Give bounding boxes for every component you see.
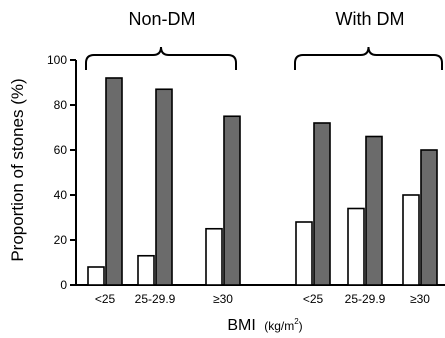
group-brace [85, 46, 237, 70]
x-tick-label: 25-29.9 [135, 292, 176, 306]
y-ticks: 0 20 40 60 80 100 [47, 53, 76, 292]
y-tick-label: 100 [47, 53, 67, 67]
bar-series-2 [420, 149, 438, 286]
y-tick-label: 40 [54, 188, 68, 202]
bar-series-1 [402, 194, 420, 286]
x-tick-labels: <25 25-29.9 ≥30 <25 25-29.9 ≥30 [95, 292, 430, 306]
axes [75, 60, 445, 286]
x-tick-label: <25 [95, 292, 116, 306]
bar-series-1 [87, 266, 105, 286]
x-axis-label-main: BMI [227, 317, 255, 334]
bar-series-1 [347, 207, 365, 286]
y-tick-label: 20 [54, 233, 68, 247]
y-tick-label: 60 [54, 143, 68, 157]
x-axis-label-unit: (kg/m [264, 319, 294, 333]
group-braces [85, 46, 443, 70]
bar-series-1 [137, 254, 155, 286]
x-axis-label: BMI (kg/m2) [227, 317, 302, 334]
x-axis-label-unit-sup: 2 [294, 317, 299, 326]
group-label-with-dm: With DM [336, 9, 405, 29]
y-tick-label: 0 [60, 278, 67, 292]
bars [87, 77, 438, 286]
y-axis-label: Proportion of stones (%) [8, 78, 27, 261]
bar-series-2 [155, 88, 173, 286]
bar-series-2 [313, 122, 331, 286]
y-tick-label: 80 [54, 98, 68, 112]
x-tick-label: <25 [303, 292, 324, 306]
bar-series-2 [105, 77, 123, 286]
bar-series-1 [295, 221, 313, 286]
group-brace [294, 46, 443, 70]
group-label-non-dm: Non-DM [128, 9, 195, 29]
bar-series-2 [223, 115, 241, 286]
x-tick-label: ≥30 [213, 292, 233, 306]
x-axis-label-unit-close: ) [299, 319, 303, 333]
bar-series-1 [205, 227, 223, 286]
x-tick-label: ≥30 [410, 292, 430, 306]
bar-series-2 [365, 135, 383, 286]
x-tick-label: 25-29.9 [345, 292, 386, 306]
